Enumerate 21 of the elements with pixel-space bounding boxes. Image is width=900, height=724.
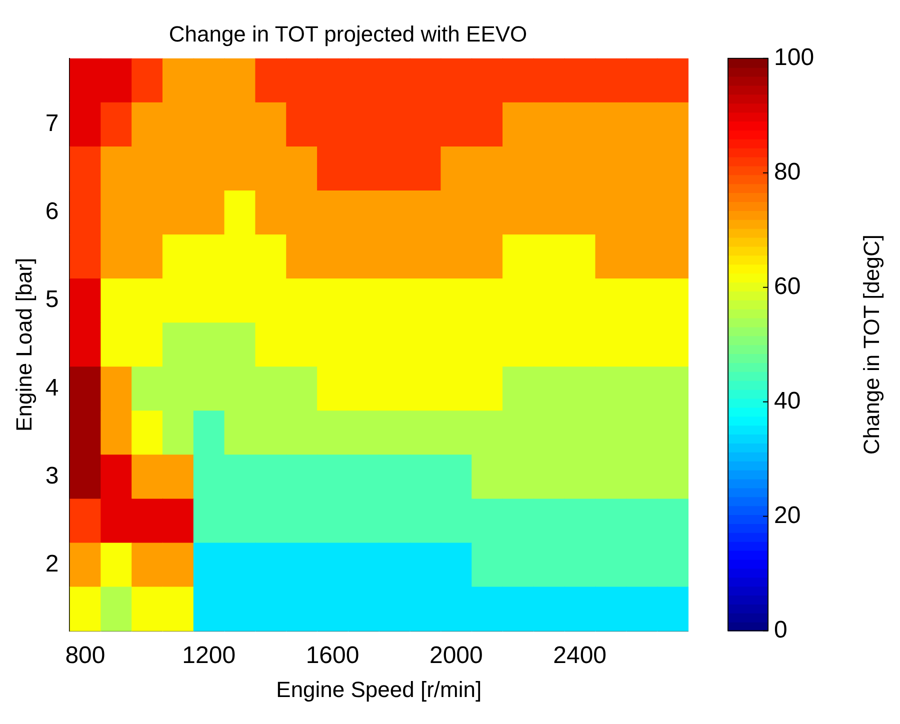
color-bar-label: 0: [774, 616, 788, 644]
y-axis-title: Engine Load [bar]: [11, 258, 36, 432]
color-bar-label: 80: [774, 158, 801, 186]
y-tick-label: 2: [45, 550, 59, 578]
chart-title: Change in TOT projected with EEVO: [168, 21, 528, 46]
x-tick-label: 2400: [553, 642, 606, 669]
y-tick-label: 7: [45, 110, 59, 138]
y-tick-label: 4: [45, 374, 59, 402]
y-tick-label: 5: [45, 286, 59, 314]
y-tick-label: 3: [45, 462, 59, 490]
x-tick-label: 2000: [429, 642, 483, 669]
color-bar-label: 40: [774, 387, 801, 414]
x-tick-label: 1200: [182, 642, 236, 669]
color-bar-title: Change in TOT [degC]: [859, 234, 884, 455]
x-tick-label: 800: [65, 642, 106, 669]
color-bar-label: 60: [774, 272, 801, 300]
x-tick-label: 1600: [306, 642, 360, 669]
color-bar-label: 100: [774, 44, 814, 72]
color-bar-label: 20: [774, 502, 801, 529]
y-tick-label: 6: [45, 198, 59, 226]
x-axis-title: Engine Speed [r/min]: [276, 676, 482, 702]
